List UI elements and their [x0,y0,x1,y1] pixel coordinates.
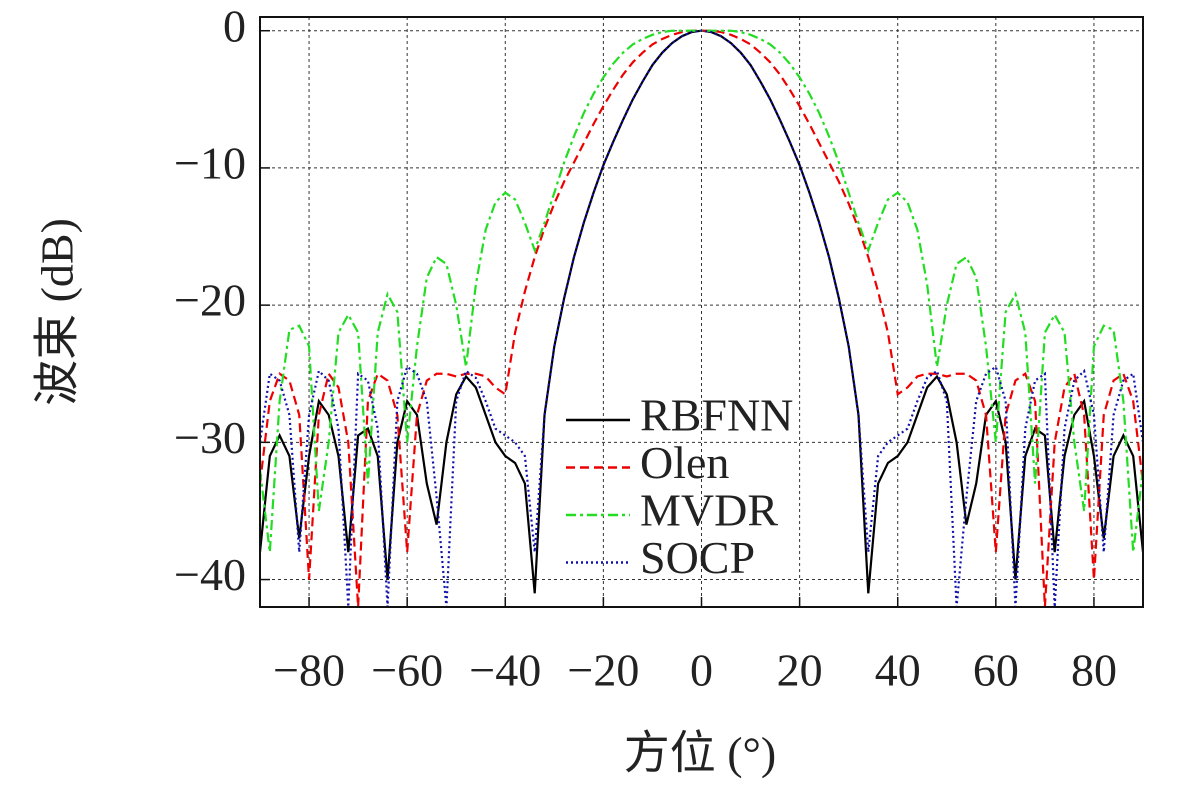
legend-label: MVDR [640,485,778,536]
x-axis-label: 方位 (°) [624,728,777,779]
legend-label: RBFNN [640,390,793,441]
x-tick-label: 40 [875,645,921,696]
legend-label: Olen [640,437,729,488]
x-tick-label: −80 [273,645,345,696]
plot-frame [259,16,1144,608]
legend-label: SOCP [640,532,755,583]
x-tick-label: 60 [973,645,1019,696]
x-tick-label: −40 [469,645,541,696]
y-tick-label: −20 [174,275,246,326]
x-tick-label: −60 [371,645,443,696]
y-axis-label: 波束 (dB) [32,218,83,406]
series-line [260,29,1143,607]
x-tick-label: −20 [567,645,639,696]
y-tick-label: −30 [174,412,246,463]
y-tick-label: −10 [174,137,246,188]
y-tick-label: −40 [174,549,246,600]
y-tick-label: 0 [223,0,246,51]
x-tick-label: 20 [777,645,823,696]
x-tick-label: 0 [690,645,713,696]
plot-lines [260,29,1143,607]
x-tick-label: 80 [1071,645,1117,696]
